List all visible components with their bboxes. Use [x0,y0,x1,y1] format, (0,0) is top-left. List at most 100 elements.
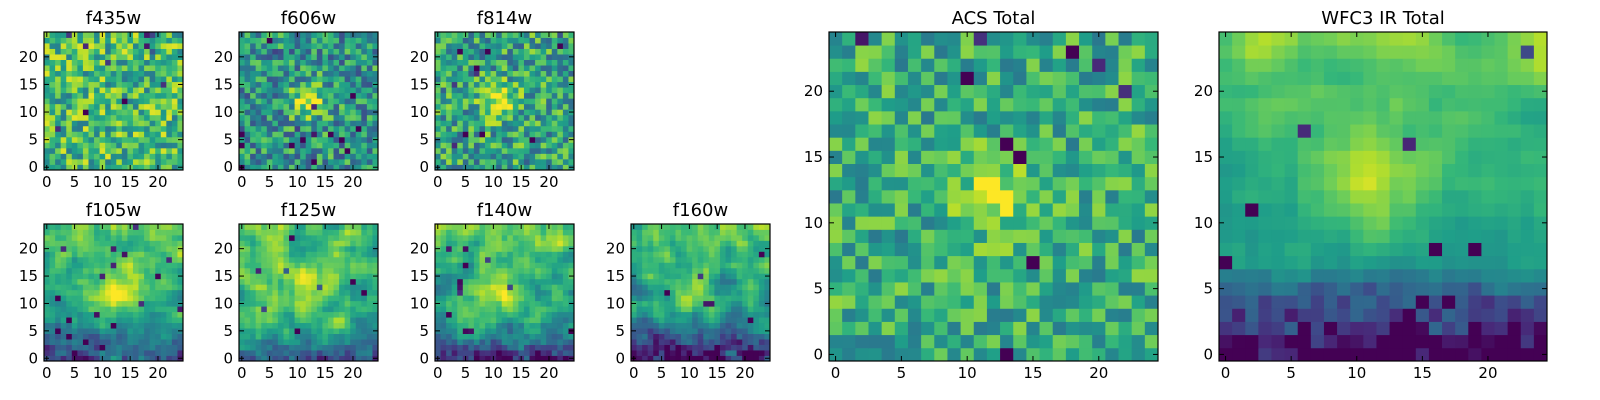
heatmap-cell [327,48,334,55]
heatmap-cell [277,328,284,334]
heatmap-cell [316,267,323,274]
heatmap-cell [496,262,503,269]
heatmap-cell [512,267,519,274]
heatmap-cell [653,344,660,351]
heatmap-cell [1026,282,1040,296]
heatmap-cell [451,81,458,88]
heatmap-cell [171,251,178,258]
heatmap-cell [894,176,909,191]
heatmap-cell [305,109,312,116]
heatmap-cell [664,333,671,340]
heatmap-cell [305,147,312,154]
heatmap-cell [250,322,257,329]
heatmap-cell [171,136,178,143]
heatmap-cell [166,136,173,143]
heatmap-cell [66,164,73,171]
heatmap-cell [94,251,100,258]
heatmap-cell [300,92,307,99]
heatmap-cell [127,333,134,340]
heatmap-cell [77,87,84,94]
heatmap-cell [546,59,553,66]
heatmap-cell [653,245,660,252]
heatmap-cell [171,125,178,132]
heatmap-cell [562,295,569,302]
heatmap-cell [507,142,514,149]
heatmap-cell [261,92,268,99]
heatmap-cell [105,224,112,230]
heatmap-cell [49,317,56,324]
heatmap-cell [277,245,284,252]
heatmap-cell [435,92,441,99]
heatmap-cell [327,43,334,49]
heatmap-cell [99,350,106,356]
heatmap-cell [261,344,268,351]
heatmap-cell [149,229,156,236]
heatmap-cell [166,267,173,274]
heatmap-cell [540,273,547,280]
heatmap-cell [764,256,771,263]
heatmap-cell [742,300,749,307]
heatmap-cell [742,311,749,318]
heatmap-cell [121,344,128,351]
heatmap-cell [725,322,732,329]
heatmap-cell [105,278,112,285]
heatmap-cell [316,125,323,132]
heatmap-cell [60,267,67,274]
heatmap-cell [361,245,368,252]
heatmap-cell [829,242,843,257]
heatmap-cell [82,120,89,127]
heatmap-cell [66,37,73,44]
heatmap-cell [121,54,128,60]
heatmap-cell [468,328,475,334]
heatmap-cell [71,306,78,313]
heatmap-cell [339,262,346,269]
heatmap-cell [127,114,134,121]
heatmap-cell [697,289,704,296]
heatmap-cell [546,114,553,121]
heatmap-cell [753,355,760,362]
heatmap-cell [166,120,173,127]
heatmap-cell [339,256,346,263]
heatmap-cell [94,284,100,291]
heatmap-cell [77,262,84,269]
heatmap-cell [540,328,547,334]
heatmap-cell [305,125,312,132]
heatmap-cell [55,87,62,94]
heatmap-cell [372,229,379,236]
heatmap-cell [82,32,89,38]
heatmap-cell [283,317,290,324]
heatmap-cell [708,278,715,285]
heatmap-cell [535,48,542,55]
heatmap-cell [49,98,56,105]
heatmap-cell [468,251,475,258]
heatmap-cell [496,164,503,171]
heatmap-cell [350,136,357,143]
heatmap-cell [138,120,145,127]
heatmap-cell [642,333,649,340]
heatmap-cell [44,284,50,291]
heatmap-cell [305,344,312,351]
heatmap-cell [496,59,503,66]
heatmap-cell [647,289,654,296]
heatmap-cell [1000,321,1014,336]
heatmap-cell [451,103,458,110]
heatmap-cell [557,234,564,241]
heatmap-cell [642,267,649,274]
heatmap-cell [305,103,312,110]
heatmap-cell [457,234,464,241]
heatmap-cell [105,136,112,143]
y-tick-label: 5 [223,322,233,340]
heatmap-cell [121,164,128,171]
heatmap-cell [272,240,279,247]
heatmap-cell [138,147,145,154]
heatmap-cell [121,240,128,247]
heatmap-cell [829,176,843,191]
heatmap-cell [529,333,536,340]
heatmap-cell [697,350,704,356]
heatmap-cell [71,142,78,149]
heatmap-cell [77,300,84,307]
heatmap-cell [116,229,123,236]
heatmap-cell [507,289,514,296]
heatmap-cell [523,158,530,165]
